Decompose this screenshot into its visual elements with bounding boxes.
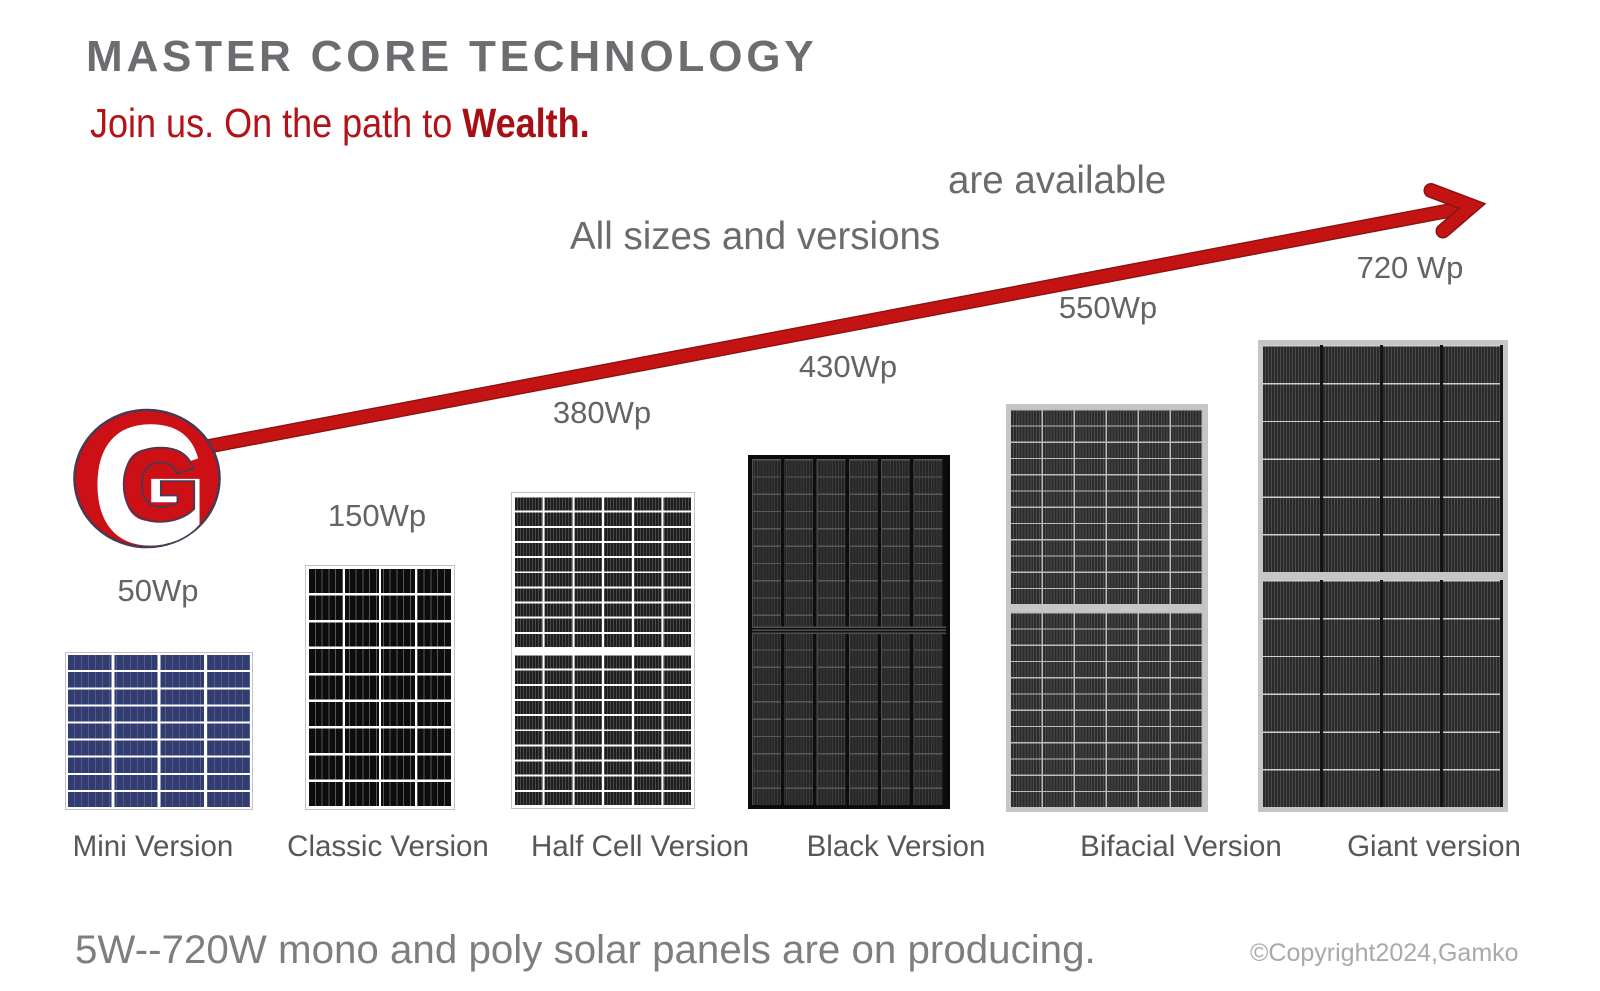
svg-text:G: G (121, 429, 198, 540)
svg-text:G: G (121, 429, 198, 540)
svg-text:G: G (94, 393, 206, 576)
